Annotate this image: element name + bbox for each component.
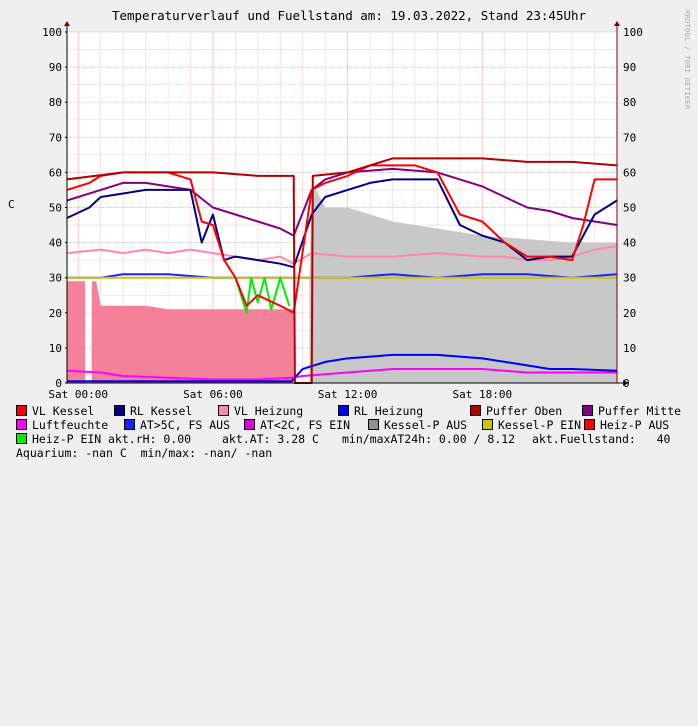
- legend-item: Puffer Mitte: [582, 404, 681, 418]
- series-area: [67, 281, 294, 383]
- legend-swatch: [584, 419, 595, 430]
- y-tick-label: 80: [49, 96, 62, 109]
- y-tick-label: 10: [49, 342, 62, 355]
- legend-swatch: [582, 405, 593, 416]
- x-tick-label: Sat 00:00: [48, 388, 108, 401]
- legend-label: Kessel-P EIN: [498, 418, 582, 432]
- y-tick-label-right: 30: [623, 272, 636, 285]
- legend-label: Heiz-P EIN: [32, 432, 102, 446]
- y-tick-label-right: 0: [623, 377, 630, 390]
- chart-area: 0 0 10 10 20 20 30 30 40 40 50 50 60 60 70 70 80 80 90 90 10…: [42, 21, 643, 401]
- legend-label: VL Heizung: [234, 404, 304, 418]
- y-tick-label: 40: [49, 237, 62, 250]
- series-line: [66, 368, 617, 381]
- stat-fuellstand: akt.Fuellstand: 40: [532, 432, 671, 446]
- stat-at: akt.AT: 3.28 C: [222, 432, 319, 446]
- legend-item: AT<2C, FS EIN: [244, 418, 350, 432]
- y-tick-label: 50: [49, 202, 62, 215]
- series-area: [309, 189, 617, 383]
- series-line: [234, 276, 291, 314]
- legend-label: Kessel-P AUS: [384, 418, 468, 432]
- legend-swatch: [470, 405, 481, 416]
- y-tick-label: 70: [49, 131, 62, 144]
- legend-swatch: [482, 419, 493, 430]
- legend-item: AT>5C, FS AUS: [124, 418, 230, 432]
- legend-swatch: [124, 419, 135, 430]
- legend-swatch: [368, 419, 379, 430]
- y-tick-label-right: 50: [623, 202, 636, 215]
- y-axis-arrow: [64, 21, 70, 26]
- legend: VL Kessel RL Kessel VL Heizung RL Heizun…: [16, 404, 681, 726]
- x-tick-label: Sat 18:00: [453, 388, 513, 401]
- legend-label: RL Kessel: [130, 404, 193, 418]
- legend-label: Puffer Mitte: [598, 404, 682, 418]
- series-line: [66, 178, 618, 269]
- legend-item: Luftfeuchte: [16, 418, 108, 432]
- rrdtool-watermark: RRDTOOL / TOBI OETIKER: [683, 10, 691, 110]
- legend-label: Puffer Oben: [486, 404, 563, 418]
- chart-title: Temperaturverlauf und Fuellstand am: 19.…: [111, 8, 587, 23]
- x-tick-label: Sat 12:00: [318, 388, 378, 401]
- y-tick-label-right: 100: [623, 26, 643, 39]
- y-tick-label-right: 40: [623, 237, 636, 250]
- legend-item: Heiz-P AUS: [584, 418, 669, 432]
- y-axis-right-arrow: [614, 21, 620, 26]
- stat-rh: akt.rH: 0.00: [108, 432, 192, 446]
- legend-swatch: [114, 405, 125, 416]
- legend-swatch: [218, 405, 229, 416]
- x-axis-arrow: [623, 380, 629, 386]
- y-tick-label-right: 10: [623, 342, 636, 355]
- legend-item: VL Kessel: [16, 404, 94, 418]
- legend-label: AT>5C, FS AUS: [140, 418, 231, 432]
- x-tick-label: Sat 06:00: [183, 388, 243, 401]
- legend-item: Kessel-P AUS: [368, 418, 467, 432]
- legend-label: RL Heizung: [354, 404, 424, 418]
- y-tick-label: 90: [49, 61, 62, 74]
- legend-swatch: [16, 433, 27, 444]
- series-line: [67, 353, 618, 383]
- legend-swatch: [338, 405, 349, 416]
- legend-label: AT<2C, FS EIN: [260, 418, 351, 432]
- legend-swatch: [16, 419, 27, 430]
- legend-label: Luftfeuchte: [32, 418, 109, 432]
- legend-label: VL Kessel: [32, 404, 95, 418]
- y-tick-label: 60: [49, 166, 62, 179]
- legend-swatch: [244, 419, 255, 430]
- legend-label: Heiz-P AUS: [600, 418, 670, 432]
- legend-item: RL Kessel: [114, 404, 192, 418]
- y-tick-label: 20: [49, 307, 62, 320]
- stat-minmax: min/maxAT24h: 0.00 / 8.12: [342, 432, 516, 446]
- legend-item: Kessel-P EIN: [482, 418, 581, 432]
- y-axis-label: C: [8, 198, 15, 211]
- y-tick-label-right: 90: [623, 61, 636, 74]
- y-tick-label: 30: [49, 272, 62, 285]
- legend-item: Heiz-P EIN: [16, 432, 101, 446]
- series-line: [66, 245, 618, 265]
- y-tick-label: 0: [55, 377, 62, 390]
- legend-item: VL Heizung: [218, 404, 303, 418]
- legend-item: RL Heizung: [338, 404, 423, 418]
- y-tick-label-right: 20: [623, 307, 636, 320]
- stat-aquarium: Aquarium: -nan C min/max: -nan/ -nan: [16, 446, 273, 460]
- y-tick-label-right: 60: [623, 166, 636, 179]
- y-tick-label-right: 70: [623, 131, 636, 144]
- legend-item: Puffer Oben: [470, 404, 562, 418]
- y-tick-label: 100: [42, 26, 62, 39]
- y-tick-label-right: 80: [623, 96, 636, 109]
- legend-swatch: [16, 405, 27, 416]
